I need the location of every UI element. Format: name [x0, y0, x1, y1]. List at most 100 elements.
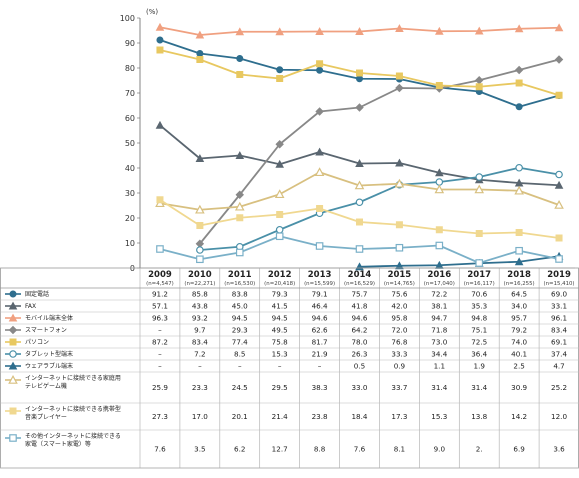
data-point	[275, 27, 284, 36]
data-point	[196, 55, 204, 63]
data-point	[394, 178, 405, 188]
data-point	[515, 163, 523, 172]
data-point	[275, 159, 284, 168]
data-point	[236, 54, 244, 62]
data-label: 33.3	[391, 350, 407, 359]
data-point	[196, 255, 204, 264]
data-point	[555, 91, 563, 99]
data-point	[196, 222, 204, 230]
data-label: 26.3	[351, 350, 367, 359]
data-label: 21.4	[272, 412, 288, 421]
data-label: –	[318, 362, 322, 371]
table-row: インターネットに接続できる家庭用テレビゲーム機 25.9 23.3 24.5 29.5 3…	[0, 374, 579, 404]
data-label: 31.4	[471, 383, 487, 392]
data-point	[435, 168, 444, 177]
y-tick-label: 60	[125, 114, 135, 123]
data-point	[514, 257, 524, 266]
data-label: 29.3	[232, 326, 248, 335]
data-label: 36.4	[471, 350, 487, 359]
data-point	[554, 55, 564, 64]
data-label: 23.8	[312, 412, 328, 421]
sample-size-label: (n=15,410)	[544, 281, 575, 287]
data-label: 75.7	[351, 290, 367, 299]
data-label: 25.2	[551, 383, 567, 392]
x-tick-label: 2014	[348, 270, 372, 280]
data-point	[555, 234, 563, 242]
data-label: 15.3	[431, 412, 447, 421]
data-label: 79.1	[312, 290, 328, 299]
legend-marker	[8, 361, 18, 370]
data-label: 2.5	[513, 362, 524, 371]
data-point	[395, 158, 404, 167]
data-point	[195, 204, 205, 214]
table-row: FAX 57.1 43.8 45.0 41.5 46.4 41.8 42.0 38.1 35.3 3…	[0, 301, 579, 313]
data-point	[395, 261, 404, 270]
data-label: 62.6	[312, 326, 328, 335]
data-label: 72.2	[431, 290, 447, 299]
data-label: 94.5	[272, 314, 288, 323]
data-point	[275, 225, 284, 234]
data-point	[514, 24, 524, 33]
sample-size-label: (n=16,529)	[344, 281, 375, 287]
data-point	[315, 27, 324, 36]
x-tick-label: 2015	[388, 270, 412, 280]
table-row: ウェアラブル端末 – – – – – 0.5 0.9 1.1 1.9 2.5 4.7	[0, 361, 579, 373]
data-point	[236, 71, 244, 79]
data-label: 3.5	[194, 445, 205, 454]
sample-size-label: (n=16,255)	[504, 281, 535, 287]
series-label: インターネットに接続できる家庭用テレビゲーム機	[25, 374, 121, 390]
series-line	[199, 58, 560, 245]
data-label: 8.8	[314, 445, 326, 454]
data-point	[514, 65, 524, 75]
data-label: 69.1	[551, 338, 567, 347]
data-label: 0.9	[394, 362, 406, 371]
data-point	[195, 30, 205, 39]
data-label: 95.8	[391, 314, 407, 323]
data-label: –	[158, 350, 162, 359]
series-label: FAX	[25, 303, 36, 310]
series-8	[155, 167, 564, 214]
data-point	[475, 173, 484, 181]
data-label: 75.8	[272, 338, 288, 347]
series-9	[156, 196, 563, 242]
y-tick-label: 10	[125, 239, 135, 248]
data-label: 87.2	[152, 338, 168, 347]
y-unit-label: (%)	[146, 8, 158, 16]
data-label: 81.7	[312, 338, 328, 347]
data-point	[474, 26, 484, 35]
x-tick-label: 2010	[188, 270, 212, 280]
data-point	[515, 79, 523, 87]
data-label: 85.8	[192, 290, 208, 299]
data-point	[555, 255, 563, 263]
sample-size-label: (n=16,530)	[224, 281, 255, 287]
data-label: 45.0	[232, 302, 248, 311]
data-table: 2009(n=4,547) 2010(n=22,271) 2011(n=16,530…	[0, 267, 579, 469]
data-point	[554, 23, 564, 32]
data-label: 1.1	[434, 362, 445, 371]
data-label: 33.7	[391, 383, 407, 392]
data-point	[234, 201, 245, 211]
data-point	[355, 245, 364, 253]
data-label: 74.0	[511, 338, 527, 347]
legend-marker	[9, 434, 17, 442]
data-point	[555, 170, 563, 179]
data-label: 64.2	[351, 326, 367, 335]
data-label: 95.7	[511, 314, 527, 323]
data-label: 94.5	[232, 314, 248, 323]
data-label: 77.4	[232, 338, 248, 347]
data-label: 73.0	[431, 338, 447, 347]
data-label: 34.4	[431, 350, 447, 359]
data-point	[196, 246, 204, 254]
data-label: 27.3	[152, 412, 168, 421]
y-tick-label: 70	[125, 89, 135, 98]
data-label: 24.5	[232, 383, 248, 392]
series-5	[156, 46, 563, 99]
data-label: 3.6	[553, 445, 565, 454]
sample-size-label: (n=17,040)	[424, 281, 455, 287]
data-point	[355, 218, 363, 226]
data-label: 70.6	[471, 290, 487, 299]
table-row: タブレット型端末 – 7.2 8.5 15.3 21.9 26.3 33.3 34.4 36.4 4…	[0, 350, 579, 361]
data-point	[155, 22, 165, 31]
data-label: 8.5	[234, 350, 245, 359]
plot-area	[155, 22, 564, 271]
